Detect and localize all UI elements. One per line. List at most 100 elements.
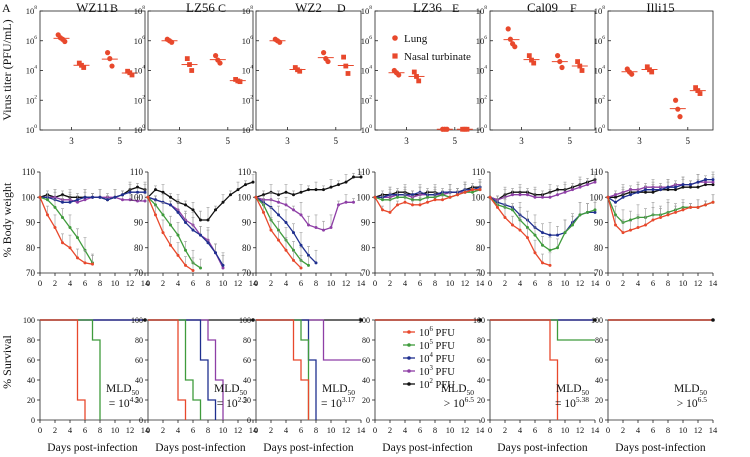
survival-end-marker — [478, 318, 482, 322]
titer-tick-label-part: 8 — [602, 5, 605, 11]
titer-tick-label-part: 10 — [242, 95, 251, 105]
row-labels: Virus titer (PFU/mL) % Body weight % Sur… — [0, 19, 14, 388]
titer-tick-label: 106 — [134, 35, 146, 46]
survival-x-tick-label: 8 — [666, 425, 670, 435]
mld-label: MLD50 — [556, 383, 589, 397]
survival-tick-label: 80 — [595, 336, 603, 345]
dose-legend-label-d5: 105 PFU — [419, 339, 455, 352]
weight-x-tick-label: 14 — [249, 278, 258, 288]
weight-point-d3 — [292, 208, 295, 212]
titer-tick-label: 106 — [476, 35, 488, 46]
survival-line-d4 — [256, 319, 317, 420]
titer-point-nasal — [529, 57, 534, 63]
survival-line-d6 — [40, 319, 86, 420]
titer-tick-label-part: 10 — [26, 66, 35, 76]
weight-tick-label: 70 — [476, 268, 486, 278]
weight-x-tick-label: 10 — [219, 278, 228, 288]
weight-point-d2 — [337, 183, 340, 187]
weight-point-d5 — [176, 233, 180, 237]
dose-legend-label-d6-part: 6 — [430, 326, 434, 333]
titer-tick-label-part: 0 — [34, 124, 37, 130]
survival-x-tick-label: 2 — [503, 425, 507, 435]
titer-tick-label: 108 — [134, 5, 146, 16]
weight-point-d3 — [614, 193, 617, 197]
mld-value: = 102.5 — [217, 395, 247, 410]
titer-tick-label-part: 8 — [484, 5, 487, 11]
weight-point-d2 — [696, 185, 700, 189]
survival-tick-label: 100 — [131, 316, 143, 325]
survival-x-label: Days post-infection — [615, 442, 706, 454]
weight-point-d2 — [681, 185, 685, 189]
weight-point-d4 — [143, 190, 147, 194]
survival-tick-label: 80 — [362, 336, 370, 345]
survival-tick-label: 100 — [358, 316, 370, 325]
weight-tick-label: 80 — [476, 243, 486, 253]
survival-x-tick-label: 14 — [249, 425, 258, 435]
survival-tick-label: 40 — [595, 376, 603, 385]
weight-point-d2 — [161, 190, 165, 194]
survival-x-tick-label: 12 — [694, 425, 703, 435]
weight-point-d6 — [666, 213, 670, 217]
titer-tick-label: 102 — [134, 94, 146, 105]
weight-x-tick-label: 10 — [679, 278, 688, 288]
mld-label-part: MLD — [441, 383, 467, 395]
weight-point-d4 — [593, 210, 597, 214]
weight-x-tick-label: 12 — [126, 278, 135, 288]
weight-point-d6 — [38, 195, 42, 199]
titer-point-lung — [673, 97, 679, 103]
weight-tick-label: 110 — [22, 167, 36, 177]
weight-point-d6 — [299, 266, 303, 270]
survival-tick-label: 80 — [27, 336, 35, 345]
weight-point-d3 — [593, 180, 597, 184]
weight-x-tick-label: 6 — [299, 278, 303, 288]
weight-x-tick-label: 2 — [621, 278, 625, 288]
weight-tick-label: 80 — [594, 243, 604, 253]
weight-x-tick-label: 8 — [666, 278, 670, 288]
mld-label-part: 50 — [700, 388, 708, 397]
weight-point-d3 — [284, 203, 288, 207]
survival-x-tick-label: 8 — [433, 425, 437, 435]
survival-x-tick-label: 6 — [418, 425, 422, 435]
titer-tick-label-part: 2 — [369, 94, 372, 100]
weight-x-tick-label: 2 — [388, 278, 392, 288]
titer-tick-label: 102 — [361, 94, 373, 105]
titer-tick-label-part: 0 — [602, 124, 605, 130]
weight-point-d5 — [586, 210, 589, 214]
weight-tick-label: 100 — [357, 192, 371, 202]
titer-tick-label: 108 — [594, 5, 606, 16]
titer-point-lung — [629, 71, 635, 77]
weight-point-d6 — [373, 195, 377, 199]
weight-x-tick-label: 2 — [161, 278, 165, 288]
mld-label-part: 50 — [582, 388, 590, 397]
survival-tick-label: 40 — [243, 376, 251, 385]
titer-x-tick-label: 5 — [686, 136, 691, 146]
weight-point-d6 — [53, 226, 57, 230]
weight-point-d4 — [61, 200, 64, 204]
titer-tick-label-part: 10 — [594, 6, 603, 16]
weight-tick-label: 90 — [26, 218, 36, 228]
titer-point-lung — [277, 39, 283, 45]
weight-point-d4 — [629, 193, 632, 197]
weight-point-d2 — [329, 185, 333, 189]
weight-tick-label: 110 — [238, 167, 252, 177]
titer-tick-label: 100 — [476, 124, 488, 135]
titer-tick-label-part: 0 — [484, 124, 487, 130]
titer-tick-label-part: 0 — [369, 124, 372, 130]
titer-point-nasal — [189, 68, 195, 73]
dose-legend-label-d3-part: PFU — [433, 367, 455, 378]
survival-x-tick-label: 10 — [327, 425, 336, 435]
weight-point-d6 — [711, 200, 715, 204]
survival-x-tick-label: 8 — [98, 425, 102, 435]
weight-point-d2 — [199, 218, 202, 222]
weight-x-tick-label: 0 — [488, 278, 492, 288]
weight-x-tick-label: 10 — [327, 278, 336, 288]
weight-point-d4 — [176, 210, 180, 214]
mld-label-part: 50 — [240, 388, 248, 397]
weight-point-d3 — [121, 198, 124, 202]
weight-point-d5 — [68, 226, 72, 230]
weight-point-d6 — [277, 238, 280, 242]
dose-legend-label-d5-part: 5 — [430, 339, 434, 346]
weight-point-d4 — [666, 185, 670, 189]
weight-x-tick-label: 8 — [98, 278, 102, 288]
